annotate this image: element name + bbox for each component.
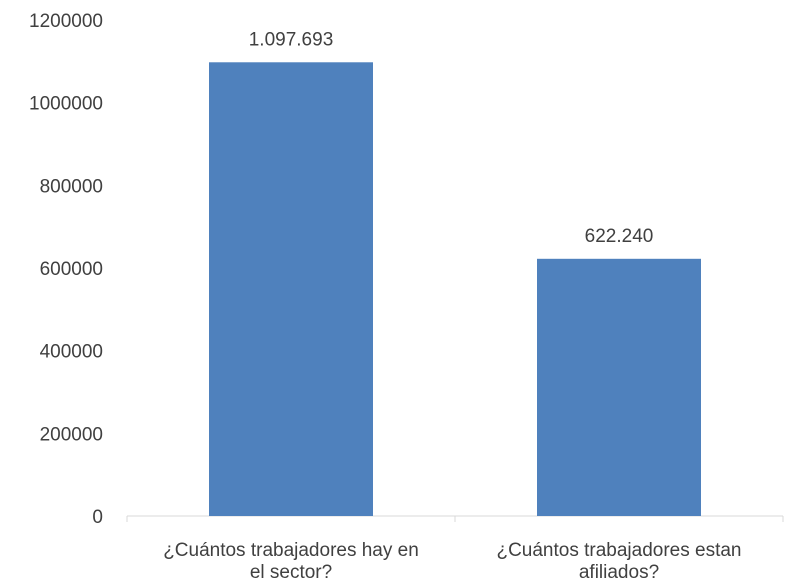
x-category-label: afiliados? xyxy=(579,562,659,583)
y-tick-label: 400000 xyxy=(40,342,103,363)
data-label: 622.240 xyxy=(585,226,654,247)
x-category-label: el sector? xyxy=(250,562,332,583)
y-tick-label: 1000000 xyxy=(29,94,103,115)
y-tick-label: 0 xyxy=(92,507,103,528)
y-tick-label: 600000 xyxy=(40,259,103,280)
y-tick-label: 1200000 xyxy=(29,11,103,32)
x-category-label: ¿Cuántos trabajadores hay en xyxy=(163,540,419,561)
bar-2 xyxy=(537,258,701,516)
y-tick-label: 800000 xyxy=(40,176,103,197)
bar-1 xyxy=(209,62,373,516)
y-tick-label: 200000 xyxy=(40,424,103,445)
x-category-label: ¿Cuántos trabajadores estan xyxy=(496,540,741,561)
data-label: 1.097.693 xyxy=(249,29,334,50)
